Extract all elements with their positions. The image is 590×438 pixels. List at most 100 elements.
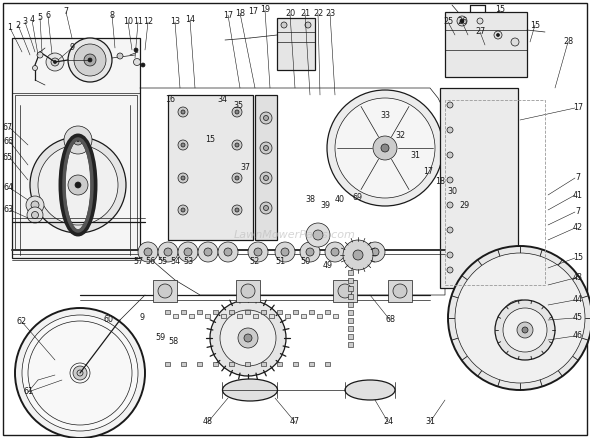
Bar — [269, 314, 274, 318]
Bar — [261, 362, 266, 366]
Circle shape — [178, 107, 188, 117]
Text: 45: 45 — [573, 314, 583, 322]
Circle shape — [517, 322, 533, 338]
Text: 49: 49 — [323, 261, 333, 269]
Bar — [348, 302, 353, 307]
Circle shape — [158, 242, 178, 262]
Circle shape — [281, 248, 289, 256]
Text: 61: 61 — [23, 388, 33, 396]
Text: 51: 51 — [275, 258, 285, 266]
Circle shape — [54, 60, 57, 64]
Circle shape — [27, 207, 43, 223]
Circle shape — [178, 173, 188, 183]
Bar — [15, 95, 137, 250]
Circle shape — [447, 177, 453, 183]
Circle shape — [447, 127, 453, 133]
Text: 38: 38 — [305, 195, 315, 205]
Circle shape — [457, 16, 467, 26]
Circle shape — [235, 110, 239, 114]
Circle shape — [164, 248, 172, 256]
Circle shape — [447, 102, 453, 108]
Circle shape — [343, 240, 373, 270]
Text: 9: 9 — [70, 43, 74, 53]
Circle shape — [30, 137, 126, 233]
Bar — [245, 310, 250, 314]
Bar — [181, 310, 186, 314]
Text: 41: 41 — [573, 191, 583, 199]
Bar — [348, 326, 353, 331]
Circle shape — [530, 317, 533, 319]
Text: 44: 44 — [573, 296, 583, 304]
Circle shape — [210, 300, 286, 376]
Text: 18: 18 — [235, 8, 245, 18]
Bar — [213, 310, 218, 314]
Text: 17: 17 — [423, 167, 433, 177]
Circle shape — [84, 54, 96, 66]
Circle shape — [447, 267, 453, 273]
Text: 22: 22 — [313, 8, 323, 18]
Text: 50: 50 — [300, 258, 310, 266]
Polygon shape — [140, 88, 445, 295]
Text: 58: 58 — [168, 338, 178, 346]
Text: 55: 55 — [158, 258, 168, 266]
Text: 28: 28 — [563, 38, 573, 46]
Text: 60: 60 — [103, 315, 113, 325]
Circle shape — [26, 196, 44, 214]
Text: 23: 23 — [325, 8, 335, 18]
Text: 16: 16 — [165, 95, 175, 105]
Bar — [309, 362, 314, 366]
Circle shape — [32, 66, 38, 71]
Circle shape — [254, 248, 262, 256]
Text: 53: 53 — [183, 258, 193, 266]
Circle shape — [31, 212, 38, 219]
Circle shape — [447, 252, 453, 258]
Text: 7: 7 — [575, 208, 581, 216]
Bar — [197, 362, 202, 366]
Bar — [181, 362, 186, 366]
Circle shape — [327, 90, 443, 206]
Circle shape — [88, 58, 92, 62]
Text: 13: 13 — [170, 18, 180, 27]
Circle shape — [248, 242, 268, 262]
Circle shape — [198, 242, 218, 262]
Circle shape — [325, 242, 345, 262]
Text: 68: 68 — [385, 315, 395, 325]
Text: 18: 18 — [435, 177, 445, 187]
Text: 54: 54 — [170, 258, 180, 266]
Bar — [348, 286, 353, 291]
Circle shape — [345, 242, 365, 262]
Text: 30: 30 — [447, 187, 457, 197]
Bar — [317, 314, 322, 318]
Text: 67: 67 — [3, 124, 13, 133]
Circle shape — [509, 324, 512, 327]
Circle shape — [331, 248, 339, 256]
Text: 32: 32 — [395, 131, 405, 139]
Text: 14: 14 — [185, 15, 195, 25]
Bar — [309, 310, 314, 314]
Text: 42: 42 — [573, 223, 583, 233]
Text: 25: 25 — [443, 18, 453, 27]
Bar — [277, 310, 282, 314]
Text: 17: 17 — [248, 7, 258, 17]
Circle shape — [232, 140, 242, 150]
Circle shape — [235, 208, 239, 212]
Circle shape — [22, 315, 138, 431]
Circle shape — [144, 248, 152, 256]
Circle shape — [306, 223, 330, 247]
Circle shape — [181, 110, 185, 114]
Circle shape — [373, 136, 397, 160]
Bar — [168, 95, 253, 240]
Circle shape — [335, 98, 435, 198]
Bar — [325, 362, 330, 366]
Circle shape — [371, 248, 379, 256]
Bar — [293, 362, 298, 366]
Bar — [205, 314, 210, 318]
Bar — [348, 342, 353, 347]
Circle shape — [238, 328, 258, 348]
Circle shape — [141, 63, 145, 67]
Circle shape — [73, 366, 87, 380]
Text: 3: 3 — [22, 18, 28, 27]
Circle shape — [46, 53, 64, 71]
Bar — [348, 294, 353, 299]
Text: 59: 59 — [155, 333, 165, 343]
